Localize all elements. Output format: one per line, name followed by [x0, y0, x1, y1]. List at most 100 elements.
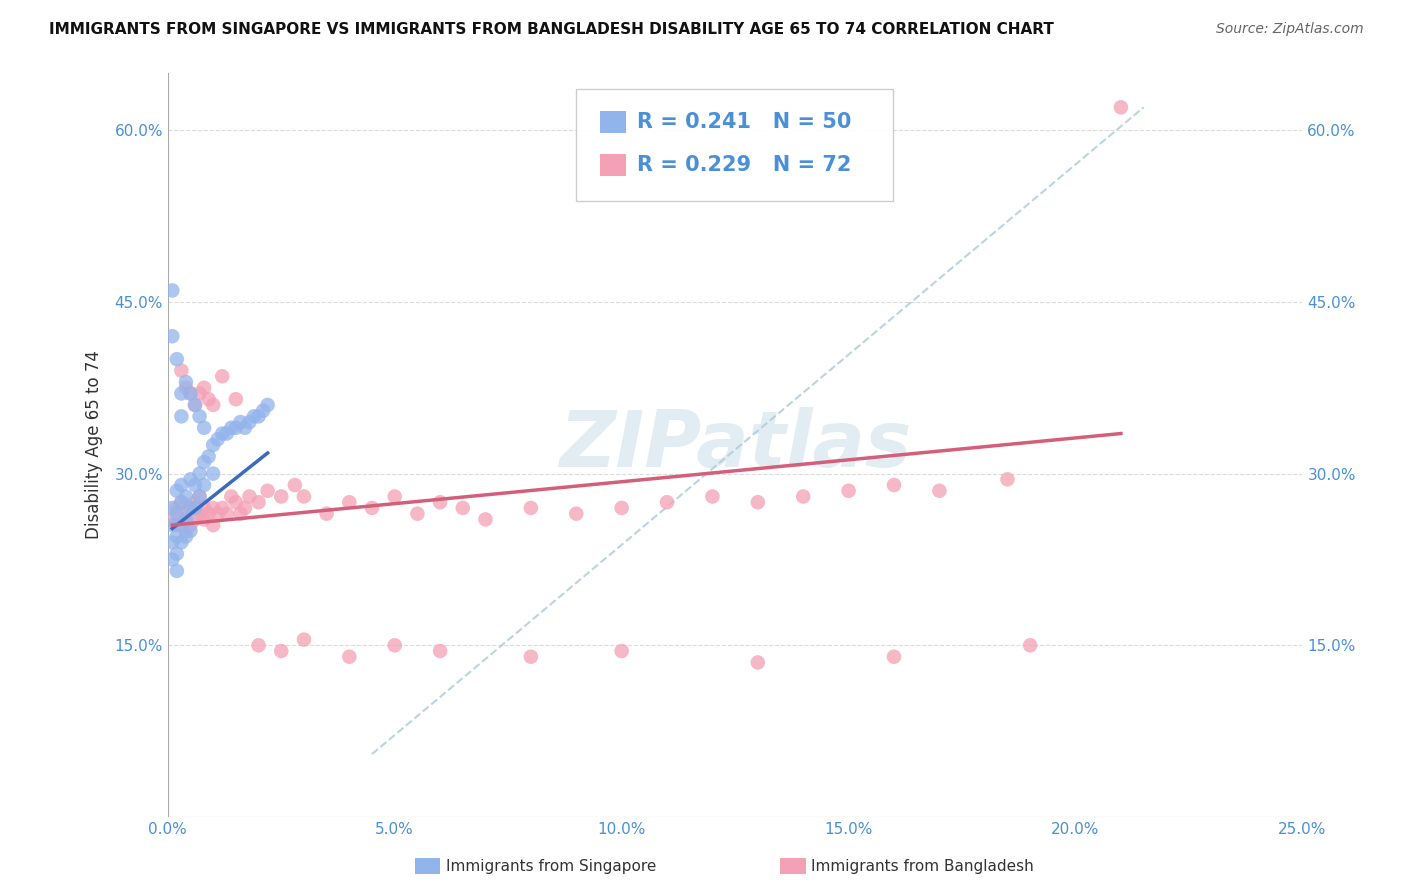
Point: [284, 478, 307, 492]
Point: [384, 638, 406, 652]
Point: [174, 524, 197, 538]
Point: [166, 483, 188, 498]
Point: [188, 409, 211, 424]
Point: [188, 490, 211, 504]
Point: [179, 386, 201, 401]
Point: [193, 478, 215, 492]
Point: [211, 500, 233, 515]
Point: [292, 490, 315, 504]
Point: [1109, 100, 1132, 114]
Point: [170, 386, 193, 401]
Point: [384, 490, 406, 504]
Point: [162, 329, 184, 343]
Point: [247, 638, 270, 652]
Point: [225, 495, 247, 509]
Point: [162, 535, 184, 549]
Point: [193, 512, 215, 526]
Point: [337, 649, 360, 664]
Point: [655, 495, 678, 509]
Point: [193, 500, 215, 515]
Point: [928, 483, 950, 498]
Point: [170, 363, 193, 377]
Point: [162, 512, 184, 526]
Point: [166, 518, 188, 533]
Point: [221, 490, 243, 504]
Point: [610, 644, 633, 658]
Point: [883, 478, 905, 492]
Point: [792, 490, 814, 504]
Text: Immigrants from Bangladesh: Immigrants from Bangladesh: [811, 859, 1033, 873]
Point: [565, 507, 588, 521]
Point: [207, 432, 229, 446]
Text: Immigrants from Singapore: Immigrants from Singapore: [446, 859, 657, 873]
Point: [184, 398, 207, 412]
Point: [184, 512, 207, 526]
Point: [179, 500, 201, 515]
Point: [188, 467, 211, 481]
Point: [243, 409, 266, 424]
Point: [225, 392, 247, 407]
Point: [211, 426, 233, 441]
Point: [406, 507, 429, 521]
Point: [520, 500, 543, 515]
Point: [188, 507, 211, 521]
Point: [256, 483, 278, 498]
Point: [247, 495, 270, 509]
Text: ZIPatlas: ZIPatlas: [560, 407, 911, 483]
Point: [188, 386, 211, 401]
Point: [174, 530, 197, 544]
Text: R = 0.229   N = 72: R = 0.229 N = 72: [637, 155, 851, 175]
Point: [193, 421, 215, 435]
Point: [702, 490, 724, 504]
Point: [361, 500, 384, 515]
Point: [292, 632, 315, 647]
Point: [225, 421, 247, 435]
Point: [747, 656, 769, 670]
Point: [270, 644, 292, 658]
Text: IMMIGRANTS FROM SINGAPORE VS IMMIGRANTS FROM BANGLADESH DISABILITY AGE 65 TO 74 : IMMIGRANTS FROM SINGAPORE VS IMMIGRANTS …: [49, 22, 1054, 37]
Point: [747, 495, 769, 509]
Point: [474, 512, 496, 526]
Point: [184, 478, 207, 492]
Point: [233, 421, 256, 435]
Point: [193, 381, 215, 395]
Point: [162, 284, 184, 298]
Text: Source: ZipAtlas.com: Source: ZipAtlas.com: [1216, 22, 1364, 37]
Point: [610, 500, 633, 515]
Point: [174, 375, 197, 389]
Point: [221, 421, 243, 435]
Point: [197, 507, 219, 521]
Point: [197, 392, 219, 407]
Point: [179, 500, 201, 515]
Point: [202, 500, 225, 515]
Point: [233, 500, 256, 515]
Point: [170, 512, 193, 526]
Point: [207, 507, 229, 521]
Point: [174, 490, 197, 504]
Point: [170, 535, 193, 549]
Text: R = 0.241   N = 50: R = 0.241 N = 50: [637, 112, 851, 132]
Point: [162, 552, 184, 566]
Point: [174, 507, 197, 521]
Point: [211, 369, 233, 384]
Y-axis label: Disability Age 65 to 74: Disability Age 65 to 74: [86, 351, 103, 540]
Point: [193, 455, 215, 469]
Point: [997, 472, 1019, 486]
Point: [238, 490, 260, 504]
Point: [166, 352, 188, 367]
Point: [256, 398, 278, 412]
Point: [252, 403, 274, 417]
Point: [883, 649, 905, 664]
Point: [838, 483, 860, 498]
Point: [166, 547, 188, 561]
Point: [174, 512, 197, 526]
Point: [520, 649, 543, 664]
Point: [202, 467, 225, 481]
Point: [166, 500, 188, 515]
Point: [166, 564, 188, 578]
Point: [179, 518, 201, 533]
Point: [215, 507, 238, 521]
Point: [170, 409, 193, 424]
Point: [184, 500, 207, 515]
Point: [315, 507, 337, 521]
